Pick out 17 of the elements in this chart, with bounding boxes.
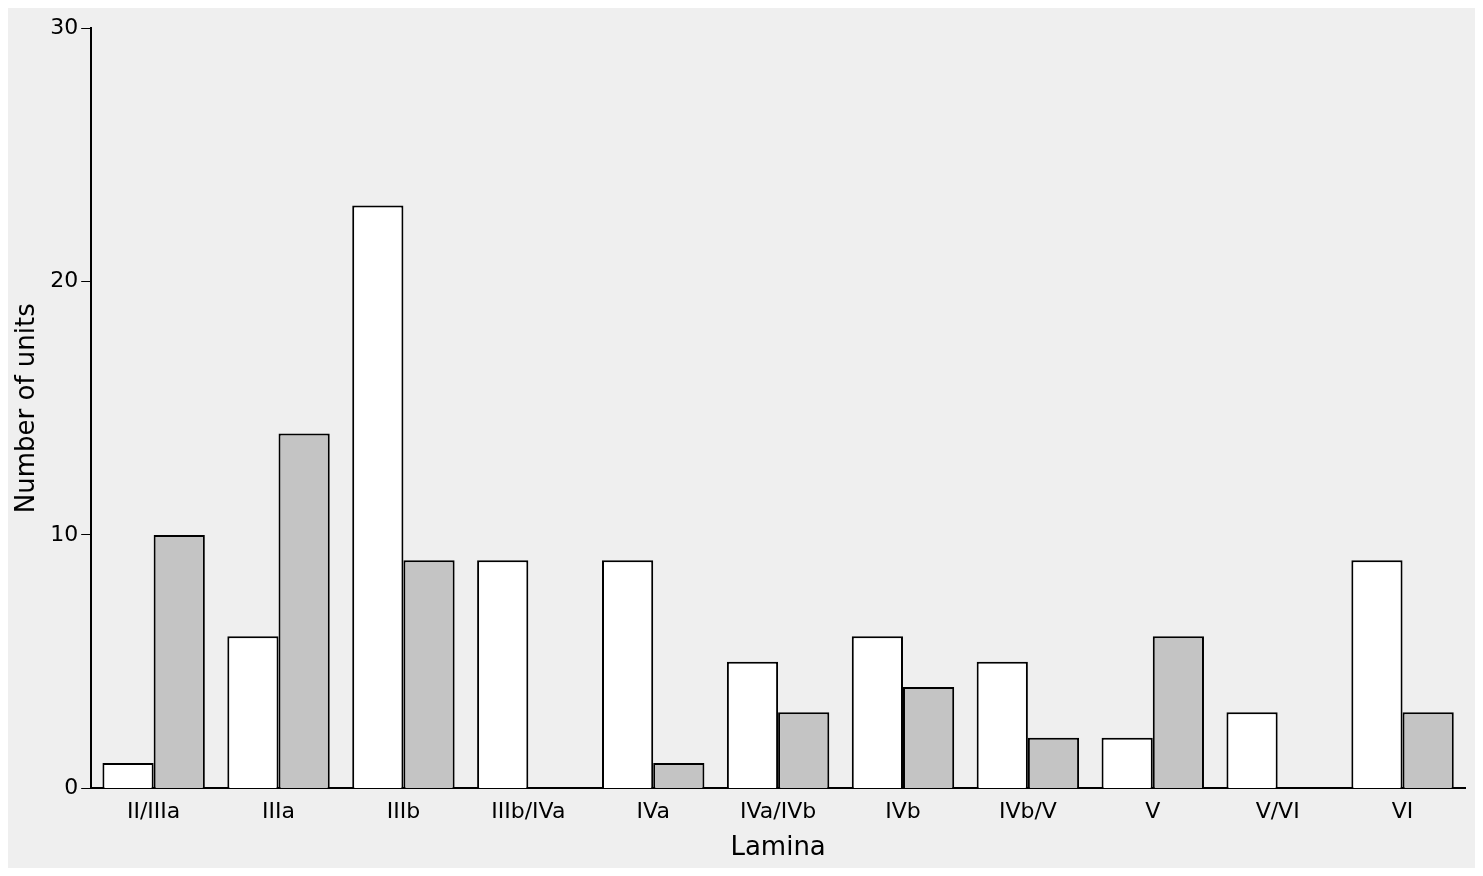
x-tick-label: IIIa (262, 798, 296, 824)
x-tick-label: IVa (636, 798, 670, 824)
x-tick-label: IIIb (386, 798, 421, 824)
x-tick-label: V (1145, 798, 1161, 824)
y-tick-label: 30 (50, 13, 79, 39)
x-tick-label: VI (1391, 798, 1414, 824)
y-tick-label: 20 (50, 267, 79, 293)
x-axis-title: Lamina (730, 831, 826, 862)
y-tick-label: 0 (64, 774, 79, 800)
y-axis-title: Number of units (10, 303, 41, 514)
x-tick-label: V/VI (1255, 798, 1300, 824)
x-tick-label: IVb (885, 798, 921, 824)
x-tick-label: IIIb/IVa (491, 798, 566, 824)
x-tick-label: IVa/IVb (739, 798, 817, 824)
x-tick-label: IVb/V (998, 798, 1057, 824)
y-tick-label: 10 (50, 520, 79, 546)
x-tick-label: II/IIIa (126, 798, 181, 824)
